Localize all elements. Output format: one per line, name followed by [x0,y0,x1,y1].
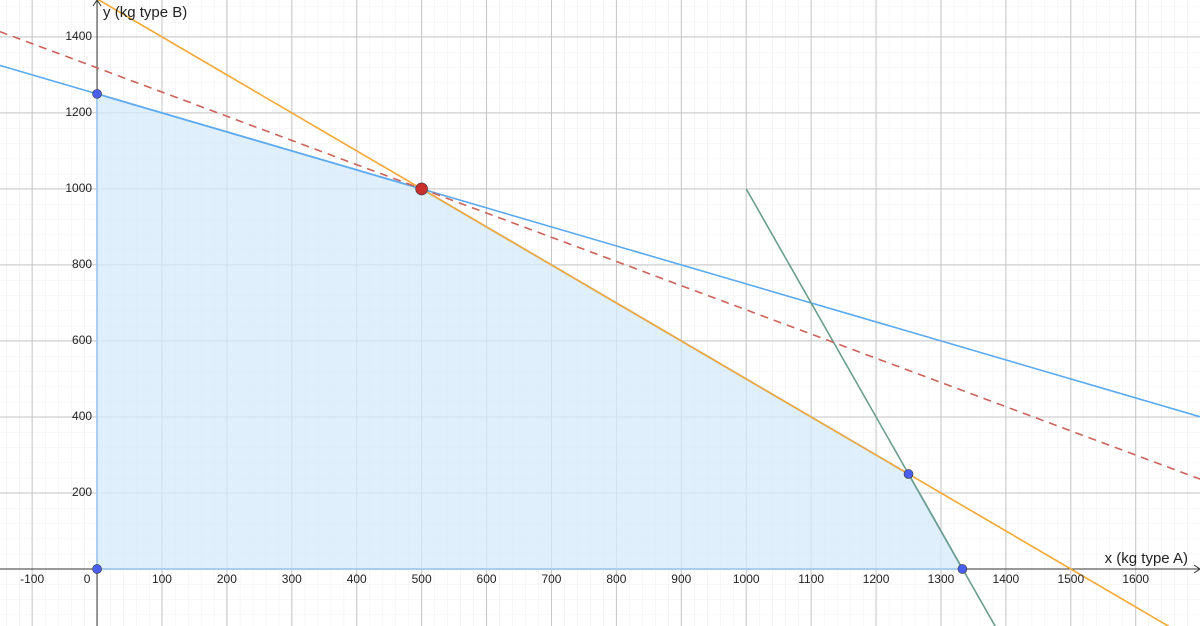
x-tick-label: 1400 [993,572,1020,586]
x-tick-label: 900 [671,572,691,586]
x-tick-label: 200 [217,572,237,586]
x-tick-label: 1600 [1122,572,1149,586]
x-tick-label: 800 [606,572,626,586]
y-axis-title: y (kg type B) [103,4,187,21]
x-tick-label: 400 [347,572,367,586]
y-tick-label: 400 [72,409,92,423]
x-axis-title: x (kg type A) [1105,550,1188,567]
x-tick-label: 1200 [863,572,890,586]
x-tick-label: 700 [541,572,561,586]
x-tick-label: 100 [152,572,172,586]
labels: -100 0 100 200 300 400 500 600 700 800 900 1000 1100… [20,4,1188,586]
x-tick-label: 500 [412,572,432,586]
constraint-line [0,64,1200,418]
y-tick-label: 1400 [65,29,92,43]
vertex-point [957,564,968,574]
x-tick-label: -100 [20,572,44,586]
y-tick-label: 200 [72,485,92,499]
y-tick-label: 1200 [65,105,92,119]
x-axis-arrow [1193,564,1200,574]
optimum-point [415,182,428,196]
y-tick-label: 1000 [65,181,92,195]
objective-line [0,30,1200,480]
y-axis-arrow [92,0,102,7]
x-tick-label: 1500 [1057,572,1084,586]
vertex-point [92,89,102,99]
y-tick-label: 800 [72,257,92,271]
x-tick-label: 1300 [928,572,955,586]
x-tick-label: 600 [477,572,497,586]
vertex-point [903,469,914,479]
x-tick-label: 1100 [798,572,824,586]
y-tick-label: 600 [72,333,92,347]
constraint-line [97,0,1170,626]
vertex-point [92,564,102,574]
x-tick-label: 0 [84,572,91,586]
x-tick-label: 1000 [733,572,760,586]
x-tick-label: 300 [282,572,302,586]
